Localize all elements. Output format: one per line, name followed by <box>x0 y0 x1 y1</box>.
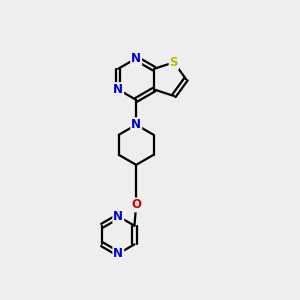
Text: N: N <box>113 247 123 260</box>
Text: N: N <box>131 118 141 131</box>
Text: N: N <box>131 52 141 65</box>
Text: N: N <box>113 83 123 96</box>
Text: S: S <box>169 56 178 69</box>
Text: N: N <box>113 210 123 223</box>
Text: O: O <box>131 199 141 212</box>
